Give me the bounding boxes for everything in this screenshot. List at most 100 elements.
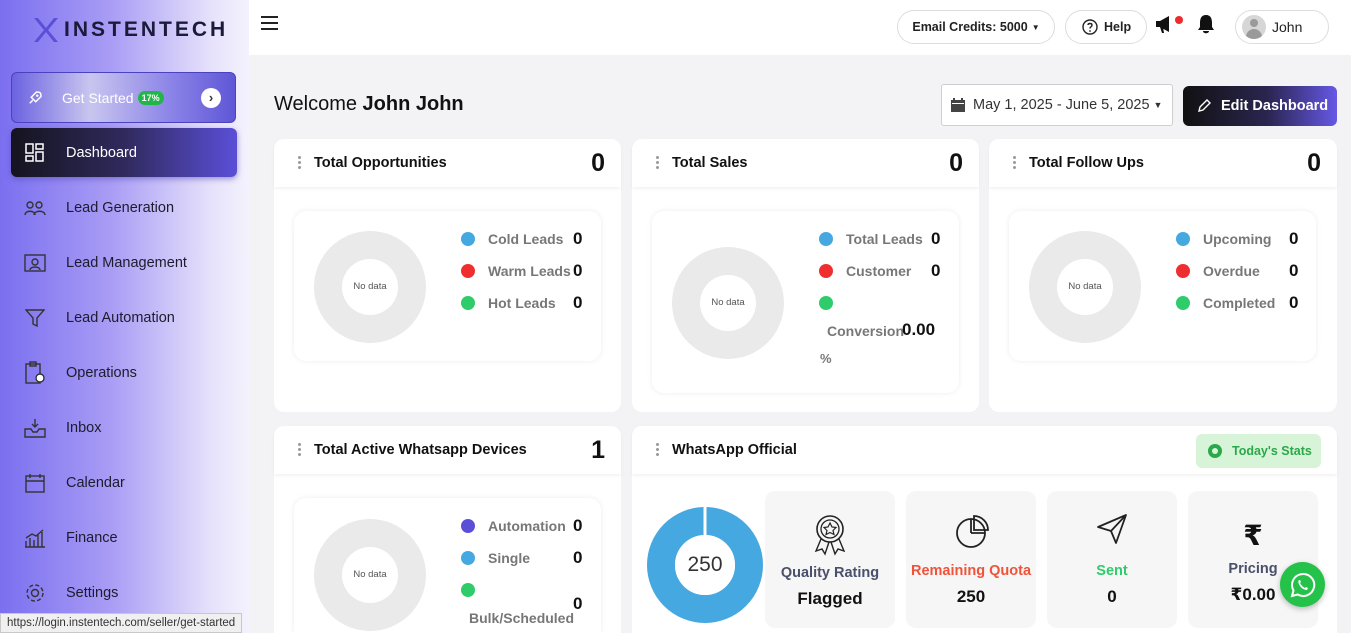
- card-header: Total Sales 0: [632, 139, 979, 187]
- sidebar-item-lead-generation[interactable]: Lead Generation: [11, 183, 237, 232]
- sidebar-item-inbox[interactable]: Inbox: [11, 403, 237, 452]
- legend-value: 0: [573, 293, 583, 312]
- date-range-value: May 1, 2025 - June 5, 2025: [973, 97, 1150, 113]
- card-body: No data Total Leads 0 Customer 0 Convers…: [652, 211, 959, 393]
- legend-value: 0: [573, 516, 583, 535]
- donut-chart: [314, 231, 426, 343]
- legend-label: Automation: [488, 518, 566, 534]
- sidebar-item-dashboard[interactable]: Dashboard: [11, 128, 237, 177]
- legend-overdue: Overdue: [1176, 263, 1260, 279]
- clipboard-gear-icon: [24, 360, 46, 384]
- sidebar-item-finance[interactable]: Finance: [11, 513, 237, 562]
- funnel-icon: [24, 307, 46, 329]
- legend-upcoming: Upcoming: [1176, 231, 1271, 247]
- bell-icon[interactable]: [1196, 13, 1216, 35]
- calendar-icon: [951, 98, 965, 112]
- get-started-label: Get Started: [62, 89, 134, 106]
- drag-handle-icon[interactable]: [656, 443, 660, 458]
- brand-logo[interactable]: INSTENTECH: [32, 16, 228, 44]
- status-bar-url: https://login.instentech.com/seller/get-…: [0, 613, 243, 633]
- legend-dot: [461, 551, 475, 565]
- sidebar-item-lead-automation[interactable]: Lead Automation: [11, 293, 237, 342]
- card-body: No data Upcoming 0 Overdue 0 Completed 0: [1009, 211, 1316, 361]
- stat-pricing: ₹ Pricing ₹0.00: [1188, 491, 1318, 628]
- legend-value: 0: [573, 594, 583, 613]
- edit-dashboard-button[interactable]: Edit Dashboard: [1183, 86, 1337, 126]
- stat-label: Quality Rating: [780, 565, 880, 581]
- card-title: Total Sales: [672, 155, 748, 171]
- stat-value: 0: [1107, 587, 1117, 606]
- stat-value: ₹0.00: [1230, 585, 1276, 604]
- calendar-icon: [24, 472, 46, 494]
- legend-dot: [1176, 264, 1190, 278]
- legend-dot: [1176, 232, 1190, 246]
- drag-handle-icon[interactable]: [1013, 156, 1017, 171]
- drag-handle-icon[interactable]: [298, 156, 302, 171]
- email-credits-label: Email Credits: 5000: [912, 20, 1028, 34]
- quota-donut-value: 250: [687, 553, 723, 576]
- date-range-picker[interactable]: May 1, 2025 - June 5, 2025 ▼: [941, 84, 1173, 126]
- pencil-icon: [1198, 99, 1211, 112]
- card-body: No data Cold Leads 0 Warm Leads 0 Hot Le…: [294, 211, 601, 361]
- progress-badge: 17%: [137, 90, 164, 105]
- card-title: Total Active Whatsapp Devices: [314, 442, 527, 458]
- card-title: WhatsApp Official: [672, 442, 797, 458]
- stat-label: Sent: [1096, 563, 1128, 579]
- legend-value: 0.00: [902, 320, 936, 339]
- drag-handle-icon[interactable]: [656, 156, 660, 171]
- chevron-right-icon[interactable]: ›: [201, 88, 221, 108]
- sidebar-item-label: Operations: [66, 364, 137, 381]
- caret-down-icon: ▼: [1153, 100, 1163, 110]
- stat-quality-rating: Quality Rating Flagged: [765, 491, 895, 628]
- legend-label: Warm Leads: [488, 263, 571, 279]
- stat-remaining-quota: Remaining Quota 250: [906, 491, 1036, 628]
- brand-name: INSTENTECH: [64, 18, 229, 41]
- user-name: John: [1272, 19, 1303, 35]
- legend-cold-leads: Cold Leads: [461, 231, 563, 247]
- sidebar-item-lead-management[interactable]: Lead Management: [11, 238, 237, 287]
- users-group-icon: [24, 197, 46, 219]
- sidebar-item-label: Settings: [66, 584, 119, 601]
- card-count: 0: [949, 149, 963, 177]
- get-started-button[interactable]: Get Started 17% ›: [11, 72, 236, 123]
- radio-icon: [1208, 444, 1222, 458]
- contact-card-icon: [24, 252, 46, 274]
- legend-value: 0: [573, 229, 583, 248]
- todays-stats-toggle[interactable]: Today's Stats: [1196, 434, 1321, 468]
- stat-label: Pricing: [1228, 561, 1278, 577]
- quota-donut-chart: [647, 507, 763, 623]
- legend-dot: [461, 296, 475, 310]
- card-title: Total Follow Ups: [1029, 155, 1144, 171]
- sidebar-item-settings[interactable]: Settings: [11, 568, 237, 617]
- email-credits-dropdown[interactable]: Email Credits: 5000 ▼: [897, 10, 1055, 44]
- legend-label: Total Leads: [846, 231, 923, 247]
- no-data-label: No data: [1068, 281, 1102, 292]
- logo-icon: [34, 18, 58, 42]
- legend-label: Bulk/Scheduled: [469, 610, 575, 626]
- card-total-sales: Total Sales 0 No data Total Leads 0 Cust…: [632, 139, 979, 412]
- donut-chart: [314, 519, 426, 631]
- menu-toggle-icon[interactable]: [261, 16, 278, 34]
- welcome-name: John John: [362, 93, 464, 115]
- legend-label: Overdue: [1203, 263, 1260, 279]
- legend-bulk-scheduled: [461, 583, 488, 597]
- sidebar-item-operations[interactable]: Operations: [11, 348, 237, 397]
- pie-chart-icon: [906, 513, 1036, 549]
- legend-customer: Customer: [819, 263, 911, 279]
- megaphone-icon[interactable]: [1154, 13, 1176, 35]
- user-menu[interactable]: John: [1235, 10, 1329, 44]
- help-button[interactable]: Help: [1065, 10, 1147, 44]
- caret-down-icon: ▼: [1031, 22, 1040, 32]
- sidebar: INSTENTECH Get Started 17% › Dashboard L…: [0, 0, 249, 633]
- legend-value: 0: [1289, 229, 1299, 248]
- legend-label: Cold Leads: [488, 231, 564, 247]
- legend-value: 0: [931, 261, 941, 280]
- legend-dot: [461, 583, 475, 597]
- card-header: WhatsApp Official: [632, 426, 1337, 474]
- legend-dot: [461, 264, 475, 278]
- whatsapp-chat-button[interactable]: [1280, 562, 1325, 607]
- legend-label: Hot Leads: [488, 295, 556, 311]
- drag-handle-icon[interactable]: [298, 443, 302, 458]
- legend-dot: [461, 519, 475, 533]
- sidebar-item-calendar[interactable]: Calendar: [11, 458, 237, 507]
